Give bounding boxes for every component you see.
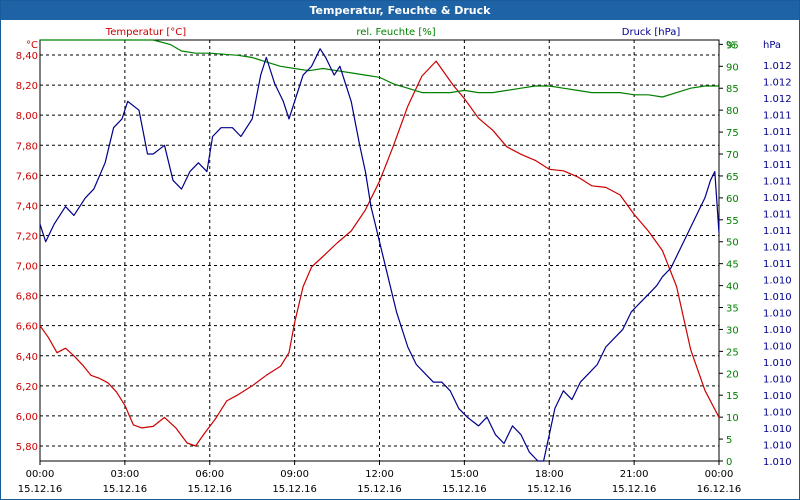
humidity-series-line: [40, 39, 719, 98]
humidity-axis-tick: 30: [726, 325, 739, 336]
temperature-axis-tick: 8,20: [16, 81, 38, 92]
temperature-axis-tick: 6,80: [16, 292, 38, 303]
x-tick-label-time: 15:00: [450, 469, 479, 480]
line-chart: 00:00 15.12.16 03:00 15.12.16 06:00 15.12.16 0…: [16, 27, 792, 495]
pressure-axis-tick: 1.010: [763, 325, 792, 336]
humidity-axis-tick: 0: [726, 457, 732, 468]
pressure-axis-tick: 1.011: [763, 144, 792, 155]
legend-pressure: Druck [hPa]: [622, 27, 681, 38]
pressure-axis-tick: 1.010: [763, 292, 792, 303]
window-title: Temperatur, Feuchte & Druck: [1, 1, 799, 20]
temperature-axis-tick: 7,20: [16, 231, 38, 242]
humidity-axis-tick: 90: [726, 62, 739, 73]
x-tick-label-date: 15.12.16: [442, 484, 487, 495]
legend-humidity: rel. Feuchte [%]: [356, 27, 435, 38]
humidity-axis-tick: 70: [726, 150, 739, 161]
humidity-axis-tick: 65: [726, 172, 739, 183]
pressure-axis-tick: 1.010: [763, 342, 792, 353]
humidity-axis-tick: 80: [726, 106, 739, 117]
humidity-axis-unit: %: [726, 40, 736, 51]
pressure-axis-unit: hPa: [763, 40, 781, 51]
humidity-axis-tick: 60: [726, 194, 739, 205]
humidity-axis-tick: 35: [726, 304, 739, 315]
x-tick-label-date: 15.12.16: [527, 484, 572, 495]
pressure-axis-tick: 1.011: [763, 111, 792, 122]
pressure-axis-tick: 1.010: [763, 309, 792, 320]
pressure-axis-tick: 1.011: [763, 210, 792, 221]
temperature-axis-tick: 6,60: [16, 322, 38, 333]
humidity-axis-tick: 50: [726, 238, 739, 249]
x-tick-label-date: 15.12.16: [272, 484, 317, 495]
temperature-axis-tick: 7,60: [16, 171, 38, 182]
temperature-series-line: [39, 60, 720, 447]
pressure-axis-tick: 1.010: [763, 375, 792, 386]
temperature-axis-tick: 8,40: [16, 51, 38, 62]
humidity-axis-tick: 75: [726, 128, 739, 139]
x-tick-label-time: 00:00: [705, 469, 734, 480]
pressure-axis-tick: 1.011: [763, 243, 792, 254]
pressure-axis-tick: 1.011: [763, 226, 792, 237]
temperature-axis-tick: 6,00: [16, 412, 38, 423]
pressure-axis-tick: 1.011: [763, 127, 792, 138]
pressure-axis-tick: 1.011: [763, 193, 792, 204]
pressure-axis-tick: 1.011: [763, 177, 792, 188]
humidity-axis-tick: 10: [726, 413, 739, 424]
temperature-axis-tick: 6,20: [16, 382, 38, 393]
pressure-axis-tick: 1.010: [763, 276, 792, 287]
x-tick-label-time: 09:00: [280, 469, 309, 480]
pressure-axis-tick: 1.012: [763, 61, 792, 72]
x-tick-label-date: 15.12.16: [18, 484, 63, 495]
pressure-axis-tick: 1.010: [763, 408, 792, 419]
temperature-axis-tick: 5,80: [16, 442, 38, 453]
pressure-axis-tick: 1.012: [763, 78, 792, 89]
x-tick-label-date: 15.12.16: [357, 484, 402, 495]
temperature-axis-tick: 6,40: [16, 352, 38, 363]
humidity-axis-tick: 15: [726, 391, 739, 402]
temperature-axis-tick: 8,00: [16, 111, 38, 122]
x-tick-label-date: 16.12.16: [697, 484, 742, 495]
pressure-axis-tick: 1.010: [763, 358, 792, 369]
temperature-axis-tick: 7,40: [16, 201, 38, 212]
x-tick-label-date: 15.12.16: [612, 484, 657, 495]
humidity-axis-tick: 40: [726, 282, 739, 293]
x-tick-label-date: 15.12.16: [187, 484, 232, 495]
legend-temperature: Temperatur [°C]: [105, 27, 186, 38]
x-tick-label-time: 12:00: [365, 469, 394, 480]
x-tick-label-time: 00:00: [26, 469, 55, 480]
pressure-axis-tick: 1.010: [763, 391, 792, 402]
humidity-axis-tick: 45: [726, 260, 739, 271]
x-tick-label-date: 15.12.16: [103, 484, 148, 495]
temperature-axis-tick: 7,80: [16, 141, 38, 152]
pressure-axis-tick: 1.010: [763, 441, 792, 452]
humidity-axis-tick: 25: [726, 347, 739, 358]
pressure-axis-tick: 1.012: [763, 94, 792, 105]
pressure-series-line: [39, 48, 720, 462]
pressure-axis-tick: 1.010: [763, 424, 792, 435]
pressure-axis-tick: 1.011: [763, 259, 792, 270]
humidity-axis-tick: 5: [726, 435, 732, 446]
temperature-axis-unit: °C: [26, 40, 38, 51]
temperature-axis-tick: 7,00: [16, 262, 38, 273]
humidity-axis-tick: 20: [726, 369, 739, 380]
x-tick-label-time: 18:00: [535, 469, 564, 480]
x-tick-label-time: 03:00: [110, 469, 139, 480]
humidity-axis-tick: 95: [726, 40, 739, 51]
pressure-axis-tick: 1.010: [763, 457, 792, 468]
humidity-axis-tick: 55: [726, 216, 739, 227]
humidity-axis-tick: 85: [726, 84, 739, 95]
pressure-axis-tick: 1.011: [763, 160, 792, 171]
x-tick-label-time: 21:00: [620, 469, 649, 480]
x-tick-label-time: 06:00: [195, 469, 224, 480]
